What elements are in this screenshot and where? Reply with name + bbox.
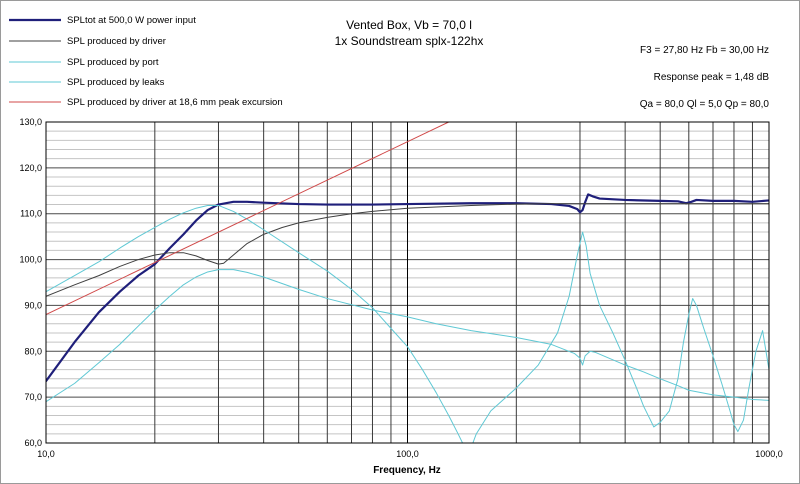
- legend-entry-excursion: SPL produced by driver at 18,6 mm peak e…: [67, 97, 283, 108]
- annotation-f3-fb: F3 = 27,80 Hz Fb = 30,00 Hz: [640, 45, 769, 56]
- y-tick-label: 60,0: [24, 438, 42, 448]
- x-tick-label: 10,0: [37, 449, 55, 459]
- legend-entry-driver: SPL produced by driver: [67, 36, 166, 47]
- y-tick-label: 120,0: [19, 163, 42, 173]
- y-tick-label: 70,0: [24, 392, 42, 402]
- y-tick-label: 110,0: [20, 209, 42, 219]
- legend-entry-spltot: SPLtot at 500,0 W power input: [67, 15, 196, 26]
- x-tick-label: 100,0: [396, 449, 419, 459]
- y-tick-label: 130,0: [19, 117, 42, 127]
- legend-entry-port: SPL produced by port: [67, 57, 159, 68]
- y-tick-label: 100,0: [19, 255, 42, 265]
- series-line-driver: [46, 203, 769, 297]
- chart-title: Vented Box, Vb = 70,0 l: [346, 18, 472, 32]
- y-tick-label: 80,0: [24, 346, 42, 356]
- plot-series: [46, 122, 769, 443]
- annotation-response-peak: Response peak = 1,48 dB: [654, 72, 770, 83]
- y-axis-ticks: 60,0 70,0 80,0 90,0 100,0 110,0 120,0 13…: [19, 117, 42, 448]
- x-axis-label: Frequency, Hz: [373, 465, 441, 476]
- y-tick-label: 90,0: [24, 300, 42, 310]
- series-line-spltot: [46, 193, 769, 383]
- chart-legend: SPLtot at 500,0 W power input SPL produc…: [9, 15, 283, 108]
- x-tick-label: 1000,0: [755, 449, 783, 459]
- legend-entry-leaks: SPL produced by leaks: [67, 77, 165, 88]
- plot-border: [45, 121, 770, 444]
- series-line-excursion: [46, 122, 450, 316]
- plot-grid: [46, 122, 769, 443]
- series-line-port: [46, 269, 769, 403]
- x-axis-ticks: 10,0 100,0 1000,0: [37, 449, 783, 459]
- chart-subtitle: 1x Soundstream splx-122hx: [335, 34, 484, 48]
- series-line-leaks: [46, 204, 769, 443]
- annotation-q-values: Qa = 80,0 Ql = 5,0 Qp = 80,0: [640, 99, 770, 110]
